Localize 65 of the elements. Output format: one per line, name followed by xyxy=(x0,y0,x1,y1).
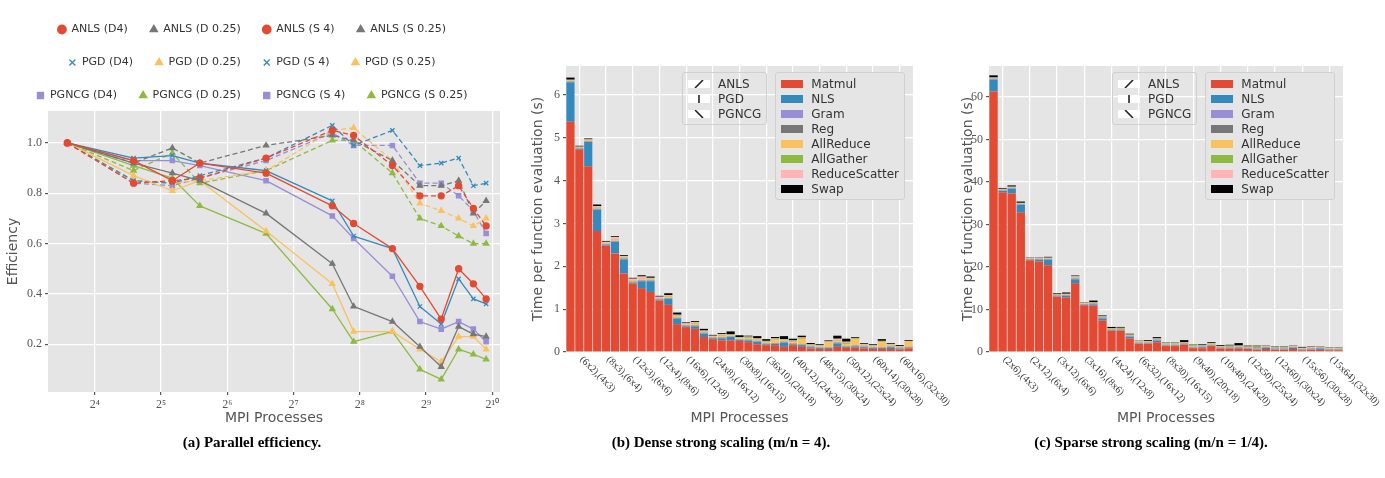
legend-label: AllReduce xyxy=(1241,136,1301,151)
y-tick-label: 1 xyxy=(554,301,560,316)
legend-label: Gram xyxy=(1241,106,1275,121)
legend-label: AllReduce xyxy=(811,136,871,151)
y-tick-label: 3 xyxy=(554,215,560,230)
legend-label: Reg xyxy=(1241,121,1265,136)
x-tick-label: 2⁵ xyxy=(155,397,167,412)
legend-label: Swap xyxy=(811,181,844,196)
legend-label: Matmul xyxy=(811,76,857,91)
legend-label: PGNCG (D 0.25) xyxy=(152,88,241,102)
legend-label: Swap xyxy=(1241,181,1274,196)
legend-label: PGNCG (S 0.25) xyxy=(380,88,468,102)
annotation: PGNCG xyxy=(1148,106,1192,121)
x-axis-title: MPI Processes xyxy=(224,409,324,426)
legend-label: NLS xyxy=(811,91,835,106)
y-tick-label: 0.8 xyxy=(27,185,42,200)
legend-label: ANLS (D4) xyxy=(71,22,128,36)
legend-label: Matmul xyxy=(1241,76,1287,91)
y-tick-label: 6 xyxy=(554,86,560,101)
x-tick-label: 2⁴ xyxy=(89,397,100,412)
legend-label: AllGather xyxy=(1241,151,1298,166)
legend-label: NLS xyxy=(1241,91,1265,106)
legend-label: PGD (D 0.25) xyxy=(168,55,241,69)
y-tick-label: 0.2 xyxy=(27,336,42,351)
hatch-key: ANLS PGD PGNCG xyxy=(1112,72,1198,125)
hatch-key: ANLS PGD PGNCG xyxy=(682,72,768,125)
y-tick-label: 0.6 xyxy=(27,235,42,250)
y-tick-label: 0 xyxy=(554,344,560,359)
y-tick-label: 4 xyxy=(554,172,560,187)
annotation: ANLS xyxy=(718,76,750,91)
legend-label: PGD (D4) xyxy=(81,55,134,69)
legend-label: PGNCG (D4) xyxy=(49,88,118,102)
legend-label: AllGather xyxy=(811,151,868,166)
y-tick-label: 0.4 xyxy=(27,286,42,301)
legend-label: PGNCG (S 4) xyxy=(276,88,346,102)
annotation: PGNCG xyxy=(718,106,762,121)
x-axis-title: MPI Processes xyxy=(1116,409,1216,426)
x-axis-title: MPI Processes xyxy=(690,409,789,426)
text: (a) Parallel efficiency. xyxy=(182,433,322,451)
legend-label: Reg xyxy=(811,121,835,136)
annotation: PGD xyxy=(1148,91,1174,106)
legend-label: ANLS (S 0.25) xyxy=(370,22,447,36)
y-tick-label: 60 xyxy=(971,89,983,104)
x-tick-label: 2⁶ xyxy=(222,397,233,412)
y-tick-label: 2 xyxy=(554,258,560,273)
y-tick-label: 0 xyxy=(977,344,983,359)
x-tick-label: 2¹⁰ xyxy=(485,397,500,412)
x-tick-label: 2⁸ xyxy=(354,397,365,412)
legend-label: Gram xyxy=(811,106,845,121)
x-tick-label: 2⁷ xyxy=(288,397,299,412)
y-axis-title: Time per function evaluation (s) xyxy=(529,96,546,323)
y-tick-label: 5 xyxy=(554,129,560,144)
legend-label: ANLS (D 0.25) xyxy=(163,22,241,36)
legend-label: ReduceScatter xyxy=(1241,166,1329,181)
y-tick-label: 1.0 xyxy=(27,135,42,150)
text: (c) Sparse strong scaling (m/n = 1/4). xyxy=(1034,433,1269,451)
legend-label: ANLS (S 4) xyxy=(276,22,335,36)
x-tick-label: 2⁹ xyxy=(420,397,432,412)
legend-label: ReduceScatter xyxy=(811,166,899,181)
annotation: PGD xyxy=(718,91,744,106)
text: (b) Dense strong scaling (m/n = 4). xyxy=(611,433,831,451)
annotation: ANLS xyxy=(1148,76,1180,91)
legend-label: PGD (S 4) xyxy=(276,55,330,69)
legend-label: PGD (S 0.25) xyxy=(364,55,436,69)
y-axis-title: Efficiency xyxy=(4,217,21,286)
